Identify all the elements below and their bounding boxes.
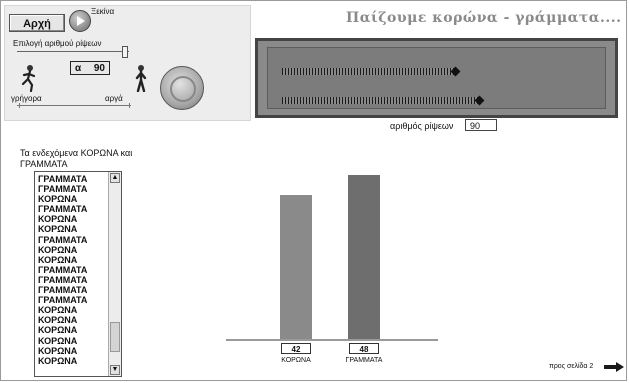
list-item[interactable]: ΚΟΡΩΝΑ bbox=[38, 244, 78, 255]
list-item[interactable]: ΓΡΑΜΜΑΤΑ bbox=[38, 274, 88, 285]
walking-man-icon bbox=[135, 65, 147, 92]
category-label: ΚΟΡΩΝΑ bbox=[281, 357, 311, 364]
tails-progress-bar bbox=[282, 97, 478, 104]
list-item[interactable]: ΚΟΡΩΝΑ bbox=[38, 254, 78, 265]
bar-value-label: 48 bbox=[349, 343, 379, 354]
progress-panel bbox=[255, 38, 618, 118]
start-label: Ξεκίνα bbox=[91, 7, 115, 16]
bar-value-label: 42 bbox=[281, 343, 311, 354]
list-item[interactable]: ΓΡΑΜΜΑΤΑ bbox=[38, 295, 88, 306]
bar-heads bbox=[280, 195, 312, 339]
speed-tick bbox=[19, 103, 20, 108]
page-title: Παίζουμε κορώνα - γράμματα.... bbox=[346, 10, 622, 26]
speed-slider[interactable] bbox=[17, 105, 131, 106]
list-item[interactable]: ΓΡΑΜΜΑΤΑ bbox=[38, 204, 88, 215]
heads-progress-bar bbox=[282, 68, 454, 75]
euro-coin-icon bbox=[160, 66, 204, 110]
scroll-down-icon[interactable]: ▼ bbox=[110, 365, 120, 375]
bar-tails bbox=[348, 175, 380, 339]
scroll-thumb[interactable] bbox=[110, 322, 120, 352]
outcomes-list: ΓΡΑΜΜΑΤΑ ΓΡΑΜΜΑΤΑ ΚΟΡΩΝΑ ΓΡΑΜΜΑΤΑ ΚΟΡΩΝΑ ΚΟΡΩ… bbox=[38, 174, 87, 366]
progress-inner bbox=[267, 47, 606, 109]
next-page-label[interactable]: προς σελίδα 2 bbox=[549, 363, 594, 370]
outcomes-caption: Τα ενδεχόμενα ΚΟΡΩΝΑ και ΓΡΑΜΜΑΤΑ bbox=[20, 148, 133, 169]
list-item[interactable]: ΓΡΑΜΜΑΤΑ bbox=[38, 234, 88, 245]
list-item[interactable]: ΚΟΡΩΝΑ bbox=[38, 194, 78, 205]
list-item[interactable]: ΚΟΡΩΝΑ bbox=[38, 305, 78, 316]
control-panel: Αρχή Ξεκίνα Επιλογή αριθμού ρίψεων α 90 … bbox=[4, 5, 251, 121]
outcomes-scrollbar[interactable]: ▲ ▼ bbox=[108, 172, 121, 376]
throws-count-field: 90 bbox=[465, 119, 497, 131]
throw-count-label: Επιλογή αριθμού ρίψεων bbox=[13, 39, 102, 48]
play-circle-icon[interactable] bbox=[69, 10, 91, 32]
category-label: ΓΡΑΜΜΑΤΑ bbox=[345, 357, 383, 364]
running-boy-icon bbox=[21, 65, 36, 92]
speed-tick bbox=[129, 103, 130, 108]
alpha-value: 90 bbox=[93, 63, 105, 74]
home-button[interactable]: Αρχή bbox=[9, 14, 65, 32]
list-item[interactable]: ΚΟΡΩΝΑ bbox=[38, 345, 78, 356]
list-item[interactable]: ΓΡΑΜΜΑΤΑ bbox=[38, 264, 88, 275]
list-item[interactable]: ΚΟΡΩΝΑ bbox=[38, 325, 78, 336]
throw-count-slider-thumb[interactable] bbox=[122, 46, 128, 58]
scroll-up-icon[interactable]: ▲ bbox=[110, 173, 120, 183]
list-item[interactable]: ΚΟΡΩΝΑ bbox=[38, 335, 78, 346]
fast-label: γρήγορα bbox=[11, 94, 42, 103]
list-item[interactable]: ΚΟΡΩΝΑ bbox=[38, 224, 78, 235]
right-arrow-icon[interactable] bbox=[604, 362, 624, 372]
chart-baseline bbox=[226, 339, 438, 341]
alpha-value-box: α 90 bbox=[70, 61, 110, 75]
outcomes-listbox[interactable]: ΓΡΑΜΜΑΤΑ ΓΡΑΜΜΑΤΑ ΚΟΡΩΝΑ ΓΡΑΜΜΑΤΑ ΚΟΡΩΝΑ ΚΟΡΩ… bbox=[34, 171, 122, 377]
list-item[interactable]: ΓΡΑΜΜΑΤΑ bbox=[38, 184, 88, 195]
throw-count-slider[interactable] bbox=[17, 51, 129, 52]
throws-label: αριθμός ρίψεων bbox=[390, 121, 454, 131]
alpha-letter: α bbox=[75, 63, 82, 74]
list-item[interactable]: ΓΡΑΜΜΑΤΑ bbox=[38, 285, 88, 296]
slow-label: αργά bbox=[105, 94, 123, 103]
list-item[interactable]: ΓΡΑΜΜΑΤΑ bbox=[38, 174, 88, 184]
list-item[interactable]: ΚΟΡΩΝΑ bbox=[38, 315, 78, 326]
list-item[interactable]: ΚΟΡΩΝΑ bbox=[38, 355, 78, 366]
list-item[interactable]: ΚΟΡΩΝΑ bbox=[38, 214, 78, 225]
